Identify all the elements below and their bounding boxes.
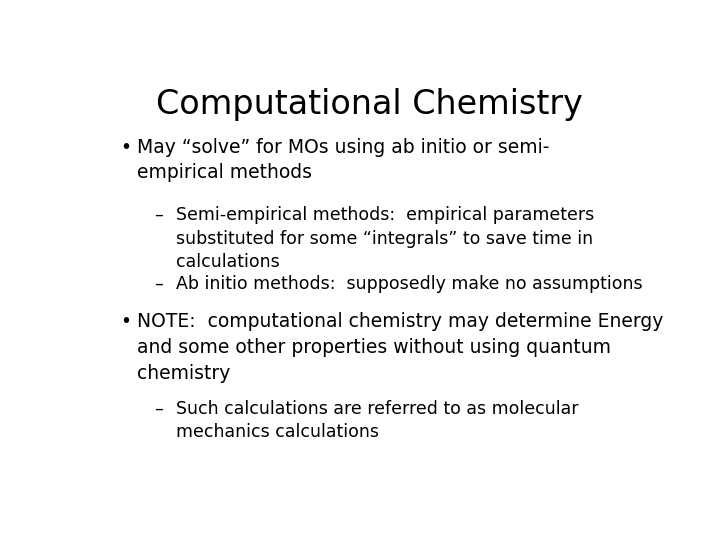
- Text: •: •: [121, 312, 132, 331]
- Text: NOTE:  computational chemistry may determine Energy
and some other properties wi: NOTE: computational chemistry may determ…: [138, 312, 664, 383]
- Text: Computational Chemistry: Computational Chemistry: [156, 87, 582, 120]
- Text: May “solve” for MOs using ab initio or semi-
empirical methods: May “solve” for MOs using ab initio or s…: [138, 138, 550, 183]
- Text: –: –: [154, 275, 163, 293]
- Text: –: –: [154, 400, 163, 417]
- Text: •: •: [121, 138, 132, 157]
- Text: Ab initio methods:  supposedly make no assumptions: Ab initio methods: supposedly make no as…: [176, 275, 643, 293]
- Text: Semi-empirical methods:  empirical parameters
substituted for some “integrals” t: Semi-empirical methods: empirical parame…: [176, 206, 595, 272]
- Text: Such calculations are referred to as molecular
mechanics calculations: Such calculations are referred to as mol…: [176, 400, 579, 441]
- Text: –: –: [154, 206, 163, 224]
